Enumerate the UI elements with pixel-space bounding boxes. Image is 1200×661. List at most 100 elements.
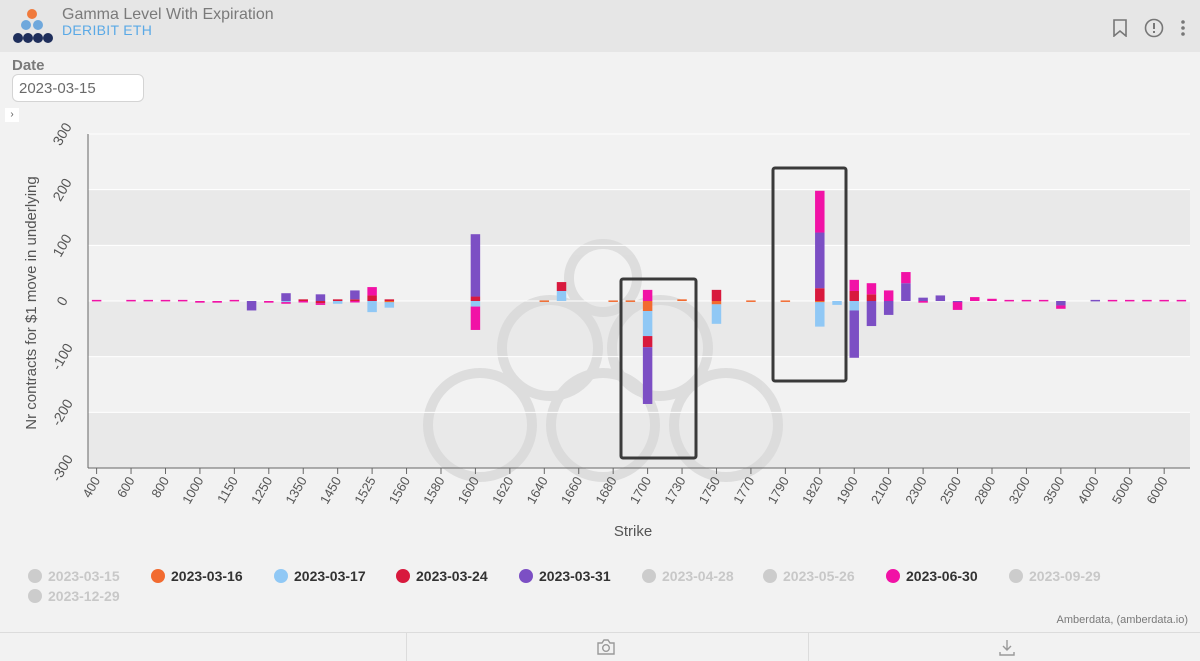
bar-2023-03-17-1850[interactable] [832, 301, 842, 305]
bar-2023-03-31-1900[interactable] [849, 310, 859, 358]
bar-2023-03-24-1450[interactable] [332, 299, 343, 301]
bar-2023-03-31-2100[interactable] [883, 301, 894, 315]
bar-2023-03-24-1400[interactable] [315, 301, 326, 304]
bar-2023-06-30-3500[interactable] [1056, 305, 1066, 309]
bar-2023-06-30-1000[interactable] [195, 301, 205, 303]
bar-2023-06-30-6000[interactable] [1159, 299, 1169, 302]
bar-2023-03-31-1200[interactable] [246, 301, 257, 311]
bookmark-icon[interactable] [1112, 19, 1128, 37]
legend-item-2023-03-31[interactable]: 2023-03-31 [519, 568, 611, 584]
bar-2023-06-30-600[interactable] [126, 299, 136, 302]
bar-2023-03-24-1500[interactable] [350, 299, 360, 301]
bar-2023-06-30-2500[interactable] [952, 302, 963, 310]
bar-2023-03-17-1300[interactable] [281, 301, 291, 303]
bar-2023-03-16-1790[interactable] [780, 300, 791, 302]
bar-2023-03-24-1820[interactable] [815, 288, 825, 301]
bar-2023-03-24-1900[interactable] [849, 290, 859, 301]
bar-2023-06-30-5500[interactable] [1142, 299, 1152, 302]
bar-2023-03-24-1350[interactable] [298, 299, 308, 301]
bar-2023-03-17-1600[interactable] [470, 301, 481, 307]
bar-2023-03-31-2000[interactable] [866, 301, 877, 327]
legend-item-2023-06-30[interactable]: 2023-06-30 [886, 568, 978, 584]
bar-2023-03-17-1550[interactable] [384, 302, 395, 308]
bar-2023-06-30-1525[interactable] [367, 287, 377, 296]
bar-2023-06-30-2100[interactable] [883, 290, 894, 301]
bar-2023-03-31-4000[interactable] [1090, 299, 1101, 302]
bar-2023-03-16-1730[interactable] [677, 299, 687, 301]
legend-item-2023-12-29[interactable]: 2023-12-29 [28, 588, 120, 604]
info-icon[interactable] [1144, 18, 1164, 38]
bar-2023-03-16-1820[interactable] [815, 301, 825, 303]
bar-2023-03-31-1300[interactable] [281, 293, 291, 301]
bar-2023-06-30-1900[interactable] [849, 279, 859, 291]
bar-2023-03-31-1400[interactable] [315, 294, 326, 301]
date-input[interactable] [12, 74, 144, 102]
bar-2023-03-17-1750[interactable] [711, 304, 722, 324]
bar-2023-06-30-3400[interactable] [1038, 299, 1049, 302]
legend-item-2023-03-16[interactable]: 2023-03-16 [151, 568, 243, 584]
bar-2023-03-31-2300[interactable] [918, 297, 928, 301]
bar-2023-03-17-1450[interactable] [332, 301, 343, 304]
bar-2023-03-31-2500[interactable] [952, 301, 963, 303]
bar-2023-03-16-1550[interactable] [384, 301, 395, 303]
bar-2023-06-30-700[interactable] [143, 299, 154, 302]
bar-2023-06-30-1150[interactable] [229, 299, 240, 302]
legend-item-2023-05-26[interactable]: 2023-05-26 [763, 568, 855, 584]
bar-2023-03-24-2000[interactable] [866, 294, 877, 301]
legend-item-2023-03-15[interactable]: 2023-03-15 [28, 568, 120, 584]
bar-2023-03-16-1770[interactable] [746, 300, 756, 302]
bar-2023-03-31-1820[interactable] [815, 232, 825, 289]
bar-2023-03-31-3500[interactable] [1056, 301, 1066, 306]
bar-2023-06-30-400[interactable] [91, 299, 102, 302]
bar-2023-03-24-1600[interactable] [470, 296, 481, 301]
bar-2023-03-16-1680[interactable] [608, 300, 618, 302]
expand-filters-icon[interactable]: › [5, 108, 19, 122]
bar-2023-03-17-1650[interactable] [556, 290, 567, 301]
bar-2023-03-31-2200[interactable] [901, 283, 911, 301]
bar-2023-06-30-1350[interactable] [298, 301, 308, 303]
bar-2023-03-17-1525[interactable] [367, 301, 377, 313]
bar-2023-06-30-7000[interactable] [1176, 299, 1187, 302]
more-menu-icon[interactable] [1180, 19, 1186, 37]
bar-2023-06-30-900[interactable] [177, 299, 188, 302]
legend-item-2023-03-24[interactable]: 2023-03-24 [396, 568, 488, 584]
bar-2023-06-30-1700[interactable] [642, 289, 653, 301]
bar-2023-06-30-1400[interactable] [315, 303, 326, 305]
legend-item-2023-09-29[interactable]: 2023-09-29 [1009, 568, 1101, 584]
camera-icon[interactable] [596, 639, 616, 655]
bar-2023-03-24-1750[interactable] [711, 289, 722, 301]
bar-2023-06-30-3000[interactable] [1004, 299, 1014, 302]
legend-item-2023-03-17[interactable]: 2023-03-17 [274, 568, 366, 584]
bar-2023-06-30-1820[interactable] [815, 190, 825, 233]
bar-2023-03-24-1700[interactable] [642, 336, 653, 348]
bar-2023-06-30-2300[interactable] [918, 301, 928, 303]
bar-2023-06-30-1500[interactable] [350, 301, 360, 303]
bar-2023-06-30-3200[interactable] [1021, 299, 1032, 302]
bar-2023-03-16-1700[interactable] [642, 301, 653, 312]
bar-2023-03-31-2400[interactable] [935, 295, 946, 301]
download-icon[interactable] [998, 639, 1016, 657]
bar-2023-03-31-1700[interactable] [642, 347, 653, 404]
bar-2023-06-30-2600[interactable] [970, 297, 980, 301]
bar-2023-03-24-1650[interactable] [556, 282, 567, 291]
bar-2023-06-30-1600[interactable] [470, 306, 481, 330]
legend-item-2023-04-28[interactable]: 2023-04-28 [642, 568, 734, 584]
bar-2023-06-30-2800[interactable] [987, 298, 997, 301]
bar-2023-06-30-1100[interactable] [212, 301, 222, 303]
bar-2023-03-24-1525[interactable] [367, 295, 377, 301]
bar-2023-06-30-2200[interactable] [901, 272, 911, 284]
bar-2023-03-17-1900[interactable] [849, 301, 859, 311]
bar-2023-03-17-1700[interactable] [642, 311, 653, 337]
bar-2023-03-17-1820[interactable] [815, 302, 825, 327]
bar-2023-03-31-1600[interactable] [470, 234, 481, 297]
bar-2023-06-30-4500[interactable] [1107, 299, 1118, 302]
bar-2023-06-30-2000[interactable] [866, 283, 877, 295]
bar-2023-03-16-1690[interactable] [625, 300, 636, 302]
bar-2023-06-30-1300[interactable] [281, 302, 291, 304]
bar-2023-06-30-1250[interactable] [264, 301, 274, 303]
bar-2023-06-30-800[interactable] [160, 299, 171, 302]
bar-2023-03-24-1550[interactable] [384, 299, 395, 301]
bar-2023-03-16-1640[interactable] [539, 300, 550, 302]
bar-2023-03-31-1500[interactable] [350, 290, 360, 300]
bar-2023-03-16-1750[interactable] [711, 301, 722, 305]
